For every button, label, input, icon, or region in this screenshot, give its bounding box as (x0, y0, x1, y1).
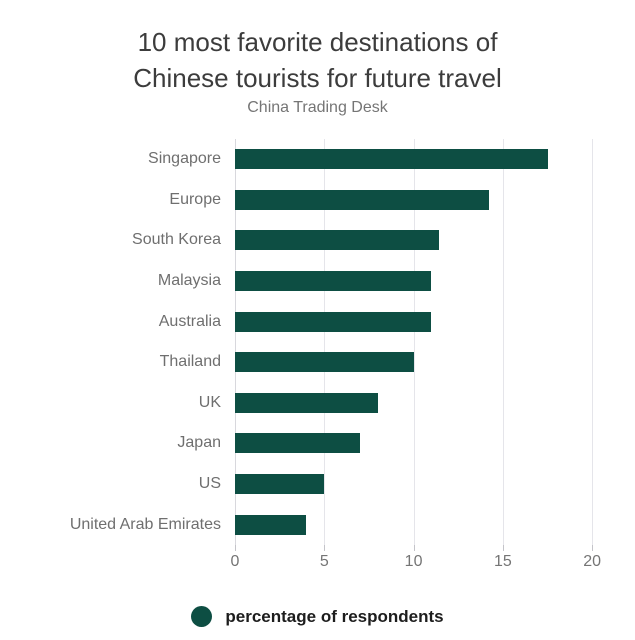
x-axis-tick-label-10: 10 (404, 553, 423, 570)
category-label: Europe (169, 190, 221, 208)
bar-uk (235, 392, 378, 413)
chart-row: US (0, 464, 635, 505)
chart-row: Singapore (0, 139, 635, 180)
bar-track (235, 220, 610, 261)
chart-row: Thailand (0, 342, 635, 383)
gridline-0 (235, 139, 236, 545)
bar-track (235, 504, 610, 545)
bar-europe (235, 189, 489, 210)
gridline-20 (592, 139, 594, 545)
category-label: US (198, 475, 221, 493)
legend: percentage of respondents (0, 606, 635, 627)
category-label: Thailand (159, 353, 221, 371)
bar-rows: Singapore Europe South Korea Malaysia Austra… (0, 139, 635, 545)
chart-row: Malaysia (0, 261, 635, 302)
chart-row: Japan (0, 423, 635, 464)
category-label: Australia (158, 312, 221, 330)
gridline-5 (324, 139, 326, 545)
bar-track (235, 301, 610, 342)
bar-us (235, 474, 325, 495)
bar-track (235, 423, 610, 464)
bar-track (235, 342, 610, 383)
x-axis-tickmark-20 (592, 545, 594, 551)
bar-japan (235, 433, 360, 454)
chart-subtitle: China Trading Desk (247, 99, 388, 116)
chart-row: Australia (0, 301, 635, 342)
category-label: Singapore (148, 150, 221, 168)
legend-dot (191, 606, 213, 627)
category-label: South Korea (132, 231, 221, 249)
chart-title: 10 most favorite destinations of Chinese … (0, 24, 635, 96)
x-axis-tick-label-5: 5 (319, 553, 329, 570)
chart-row: United Arab Emirates (0, 504, 635, 545)
bar-chart: 0 5 10 15 20 Singapore Europe South Korea Malay… (0, 139, 635, 585)
bar-united-arab-emirates (235, 514, 307, 535)
x-axis-tickmark-15 (502, 545, 504, 551)
bar-track (235, 261, 610, 302)
category-label: Malaysia (157, 272, 221, 290)
bar-thailand (235, 352, 414, 373)
x-axis-tick-label-20: 20 (583, 553, 602, 570)
bar-malaysia (235, 271, 432, 292)
x-axis-tickmark-0 (235, 545, 236, 551)
bar-track (235, 383, 610, 424)
grid-layer: 0 5 10 15 20 (231, 139, 610, 570)
x-axis-tick-label-15: 15 (493, 553, 512, 570)
bar-track (235, 464, 610, 505)
category-label: UK (198, 393, 221, 411)
chart-row: UK (0, 383, 635, 424)
bar-track (235, 139, 610, 180)
chart-row: South Korea (0, 220, 635, 261)
category-label: Japan (177, 434, 221, 452)
bar-south-korea (235, 230, 439, 251)
category-label: United Arab Emirates (69, 515, 221, 533)
x-axis-tick-label-0: 0 (230, 553, 240, 570)
bar-track (235, 180, 610, 221)
gridline-15 (502, 139, 504, 545)
chart-title-line1: 10 most favorite destinations of (137, 27, 498, 57)
bar-australia (235, 311, 432, 332)
chart-title-line2: Chinese tourists for future travel (133, 63, 502, 93)
x-axis-tickmark-10 (413, 545, 415, 551)
x-axis-tickmark-5 (324, 545, 326, 551)
gridline-10 (413, 139, 415, 545)
chart-row: Europe (0, 180, 635, 221)
bar-singapore (235, 149, 548, 170)
legend-label: percentage of respondents (225, 606, 444, 626)
